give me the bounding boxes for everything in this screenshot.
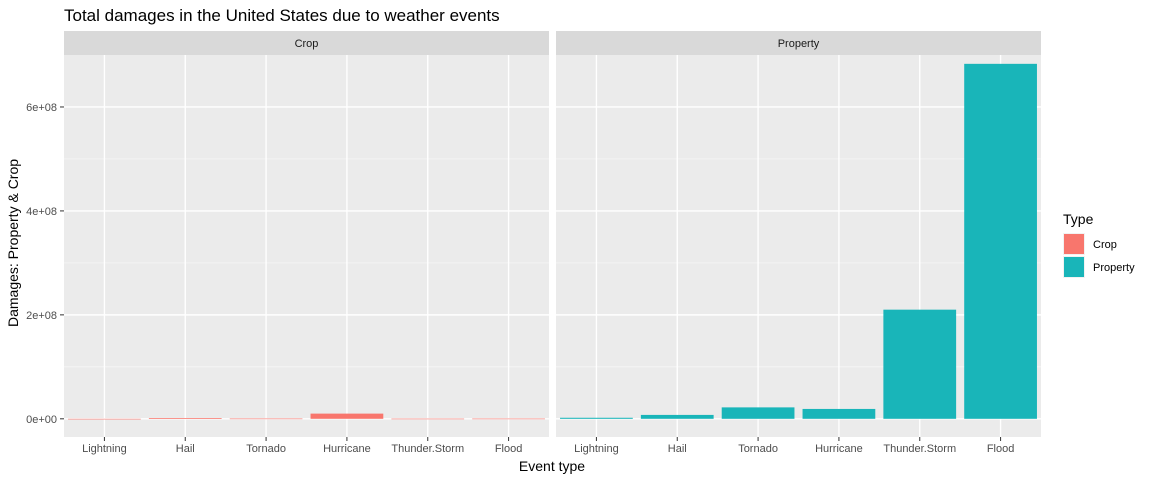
legend: Type Crop Property [1063,211,1135,278]
legend-label-crop: Crop [1093,239,1117,251]
facet-strip [556,31,1041,55]
facet-panel-property: Property Lightning Hail Tornado Hurricane Thu… [556,31,1041,455]
x-tick-label: Tornado [738,443,778,455]
facet-strip-label: Crop [295,38,319,50]
bar-property-thunder-storm [883,309,957,419]
x-axis-title: Event type [519,458,585,474]
bar-crop-flood [472,418,545,420]
bar-crop-hail [148,418,222,419]
chart-title: Total damages in the United States due t… [64,6,500,25]
bar-crop-lightning [68,418,141,420]
y-tick-label: 4e+08 [26,206,57,218]
x-tick-label: Hurricane [323,443,371,455]
facet-strip-label: Property [778,38,820,50]
x-tick-label: Flood [495,443,523,455]
bar-property-flood [964,63,1037,419]
panel-background [64,55,549,437]
x-tick-label: Lightning [574,443,619,455]
bar-crop-tornado [229,418,303,420]
x-tick-label: Thunder.Storm [883,443,956,455]
x-tick-label: Flood [987,443,1015,455]
panel-background [556,55,1041,437]
bar-property-hail [640,414,714,419]
x-tick-label: Lightning [82,443,127,455]
x-tick-label: Hurricane [815,443,863,455]
bar-crop-thunder-storm [391,418,465,420]
y-axis-title: Damages: Property & Crop [5,159,21,327]
legend-title: Type [1063,211,1094,227]
plot-area: Crop Lightning Hail Tornado Hurricane Thunder… [26,31,1041,455]
legend-label-property: Property [1093,262,1135,274]
x-tick-label: Thunder.Storm [391,443,464,455]
bar-crop-hurricane [310,413,384,419]
legend-key-property [1064,257,1084,277]
facet-panel-crop: Crop Lightning Hail Tornado Hurricane Thunder… [26,31,549,455]
y-tick-label: 6e+08 [26,102,57,114]
legend-key-crop [1064,234,1084,254]
y-tick-label: 0e+00 [26,414,57,426]
y-tick-label: 2e+08 [26,310,57,322]
x-tick-label: Hail [668,443,687,455]
bar-property-lightning [560,417,633,419]
facet-strip [64,31,549,55]
bar-property-hurricane [802,408,876,419]
x-tick-label: Tornado [246,443,286,455]
x-tick-label: Hail [176,443,195,455]
bar-property-tornado [721,407,795,419]
